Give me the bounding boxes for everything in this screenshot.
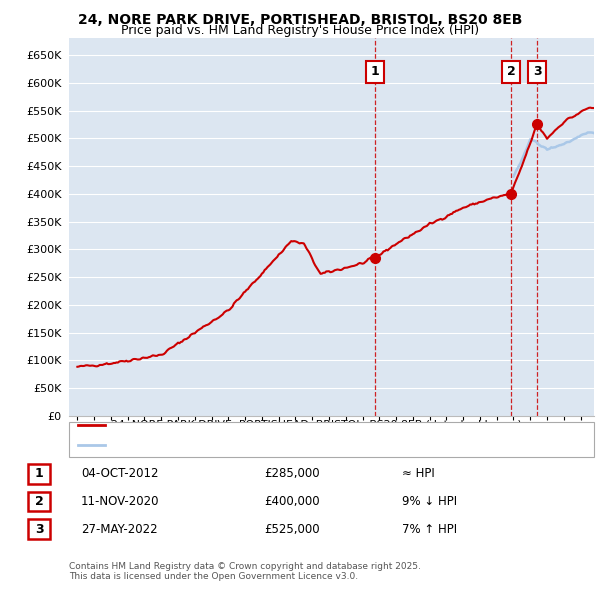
Text: 11-NOV-2020: 11-NOV-2020 bbox=[81, 495, 160, 508]
Text: 2: 2 bbox=[507, 65, 515, 78]
Text: 24, NORE PARK DRIVE, PORTISHEAD, BRISTOL, BS20 8EB: 24, NORE PARK DRIVE, PORTISHEAD, BRISTOL… bbox=[78, 13, 522, 27]
Text: 1: 1 bbox=[35, 467, 43, 480]
Text: 24, NORE PARK DRIVE, PORTISHEAD, BRISTOL, BS20 8EB (detached house): 24, NORE PARK DRIVE, PORTISHEAD, BRISTOL… bbox=[111, 420, 522, 430]
Text: £400,000: £400,000 bbox=[264, 495, 320, 508]
Text: Price paid vs. HM Land Registry's House Price Index (HPI): Price paid vs. HM Land Registry's House … bbox=[121, 24, 479, 37]
Text: Contains HM Land Registry data © Crown copyright and database right 2025.
This d: Contains HM Land Registry data © Crown c… bbox=[69, 562, 421, 581]
Text: ≈ HPI: ≈ HPI bbox=[402, 467, 435, 480]
Text: 3: 3 bbox=[533, 65, 541, 78]
Text: 3: 3 bbox=[35, 523, 43, 536]
Text: 9% ↓ HPI: 9% ↓ HPI bbox=[402, 495, 457, 508]
Text: 1: 1 bbox=[371, 65, 379, 78]
Text: 04-OCT-2012: 04-OCT-2012 bbox=[81, 467, 158, 480]
Text: £285,000: £285,000 bbox=[264, 467, 320, 480]
Text: HPI: Average price, detached house, North Somerset: HPI: Average price, detached house, Nort… bbox=[111, 441, 400, 450]
Text: £525,000: £525,000 bbox=[264, 523, 320, 536]
Text: 27-MAY-2022: 27-MAY-2022 bbox=[81, 523, 158, 536]
Text: 7% ↑ HPI: 7% ↑ HPI bbox=[402, 523, 457, 536]
Text: 2: 2 bbox=[35, 495, 43, 508]
